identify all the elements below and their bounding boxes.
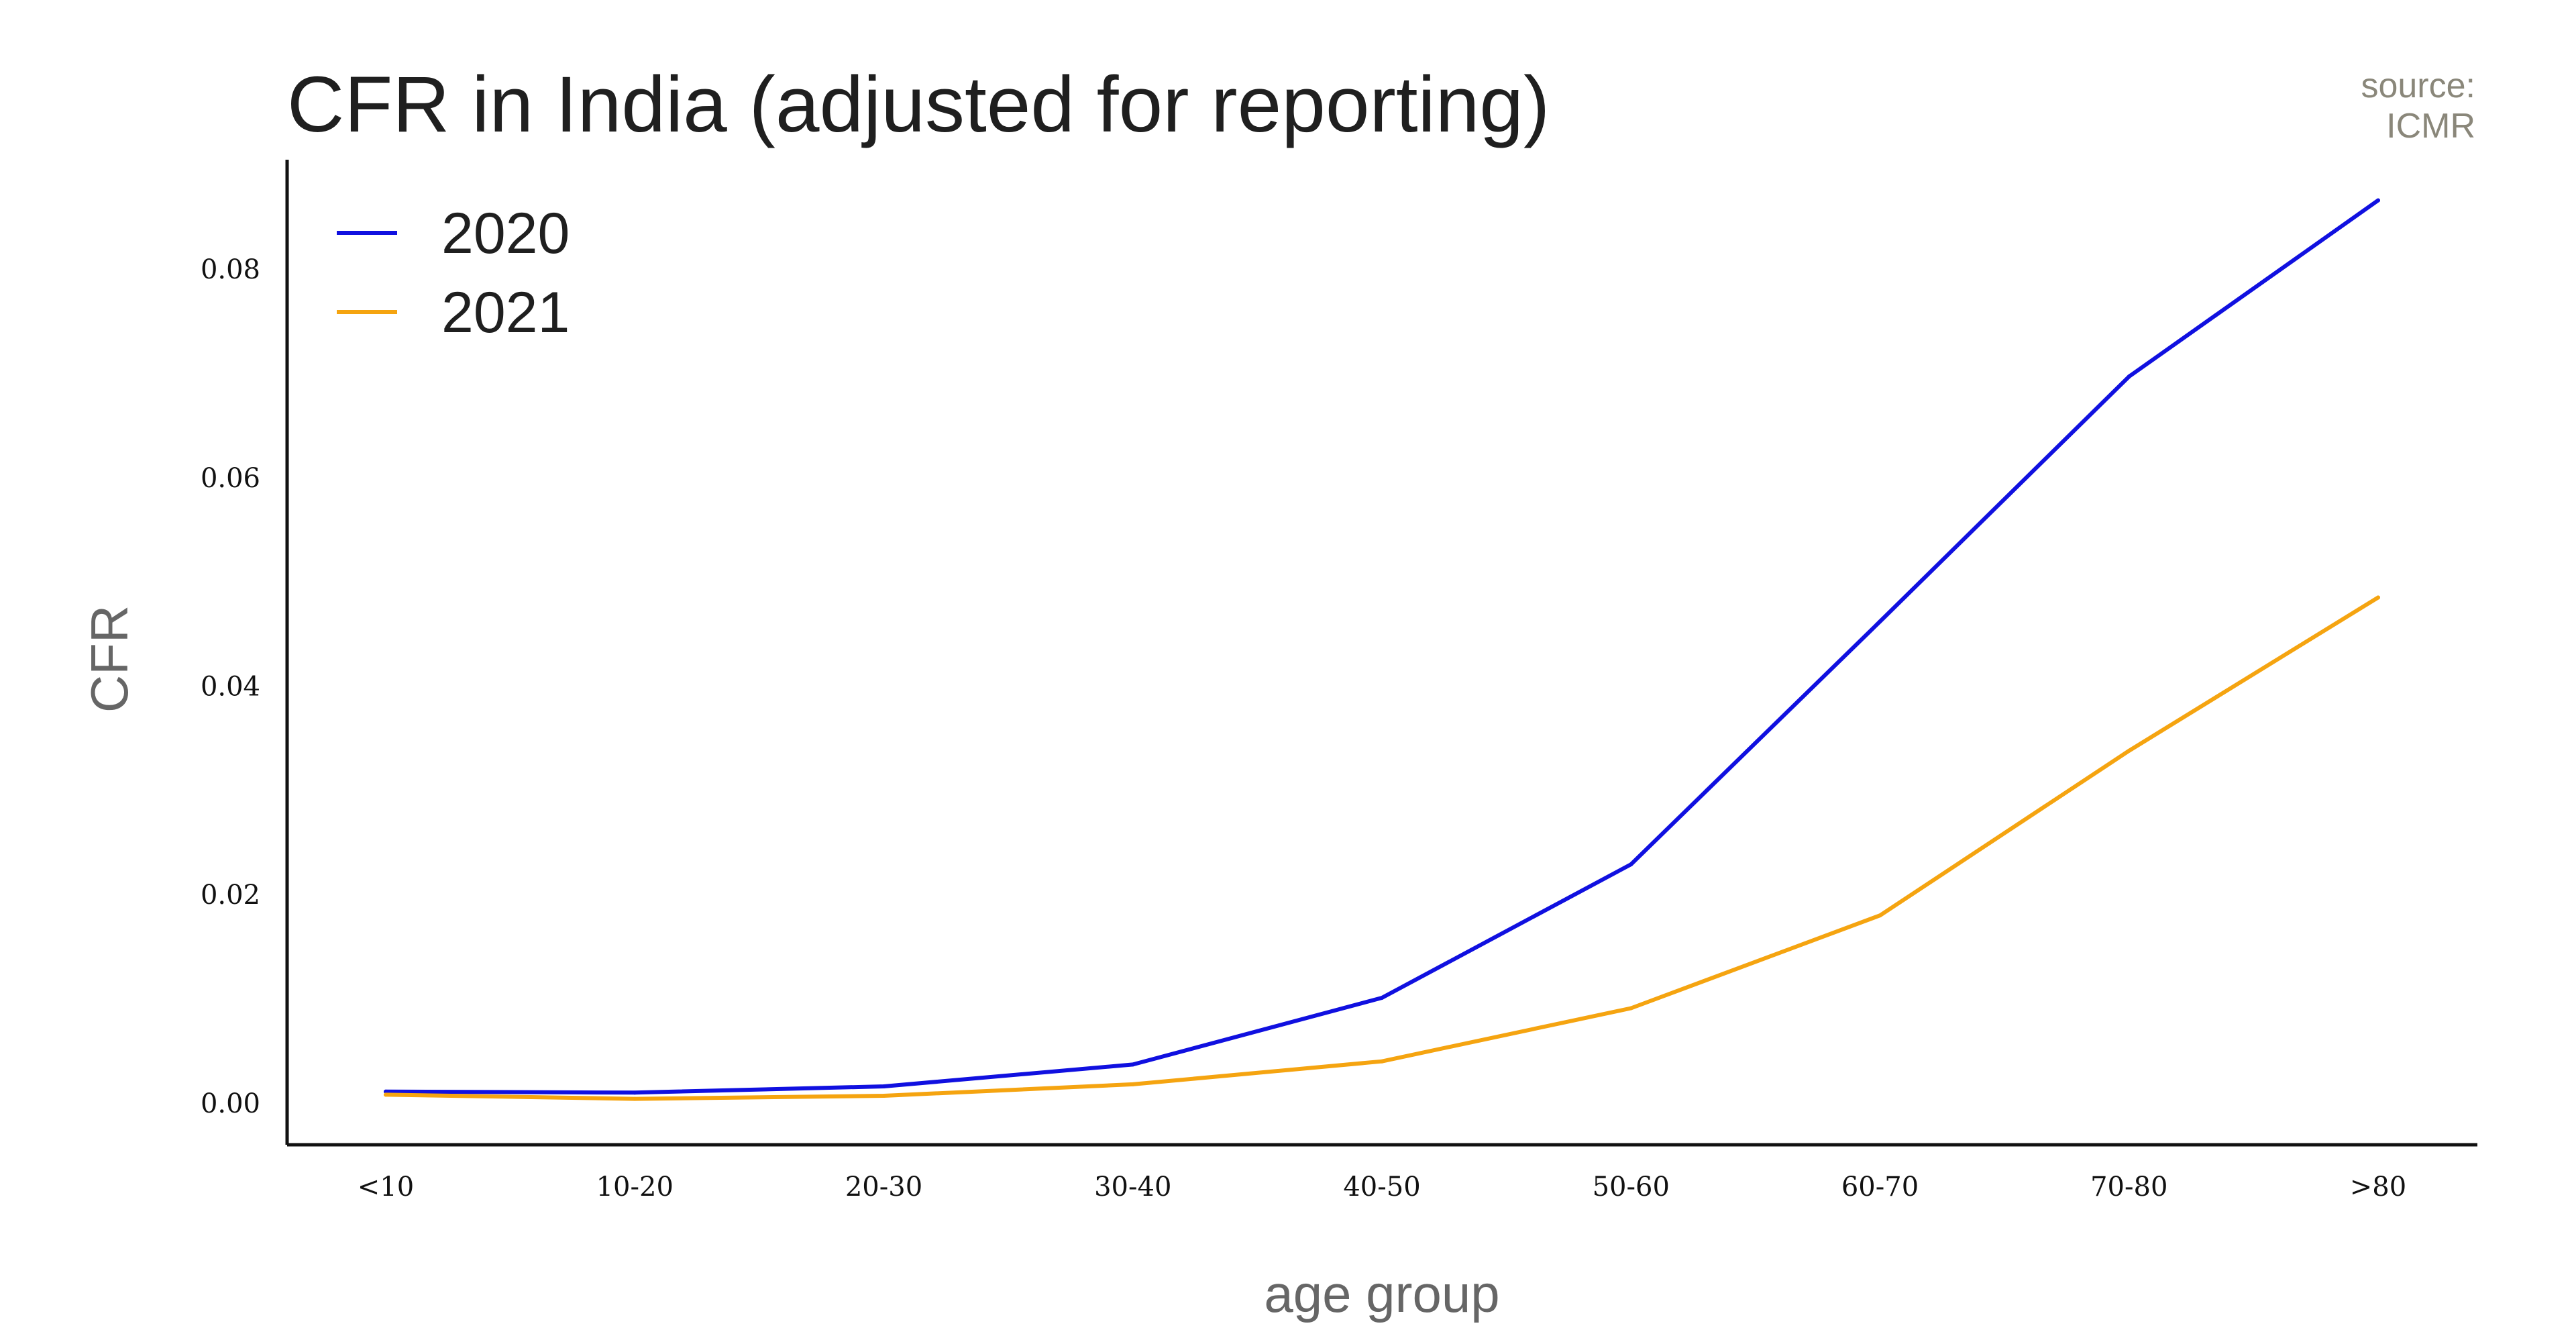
data-point-2021 <box>633 1096 637 1101</box>
x-tick-label: 60-70 <box>1841 1172 1919 1202</box>
y-tick-label: 0.00 <box>201 1088 260 1119</box>
legend-label-2021: 2021 <box>441 280 570 345</box>
data-point-2020 <box>1380 995 1384 1000</box>
data-point-2020 <box>1130 1062 1135 1067</box>
data-point-2020 <box>633 1090 637 1095</box>
x-tick-label: <10 <box>358 1172 414 1202</box>
data-point-2020 <box>384 1089 388 1094</box>
y-ticks: 0.00 0.02 0.04 0.06 0.08 <box>201 254 260 1119</box>
data-point-2020 <box>1629 862 1633 867</box>
x-tick-label: 70-80 <box>2090 1172 2167 1202</box>
series-line-2021 <box>384 595 2380 1101</box>
data-point-2021 <box>1878 913 1882 918</box>
x-tick-label: 10-20 <box>596 1172 674 1202</box>
data-point-2020 <box>1878 619 1882 624</box>
x-tick-label: 50-60 <box>1593 1172 1670 1202</box>
y-tick-label: 0.06 <box>201 463 260 494</box>
data-point-2020 <box>2376 198 2380 203</box>
legend-label-2020: 2020 <box>441 201 570 266</box>
data-point-2021 <box>2127 748 2131 753</box>
x-tick-label: 30-40 <box>1094 1172 1171 1202</box>
data-point-2021 <box>881 1093 886 1098</box>
data-point-2021 <box>2376 595 2380 600</box>
x-axis-label: age group <box>1264 1264 1499 1323</box>
series-lines <box>384 198 2380 1101</box>
x-tick-label: 40-50 <box>1343 1172 1420 1202</box>
x-tick-label: 20-30 <box>845 1172 922 1202</box>
y-tick-label: 0.02 <box>201 880 260 911</box>
data-point-2021 <box>1130 1082 1135 1086</box>
source-label: source: <box>2361 66 2475 105</box>
y-axis-label: CFR <box>80 605 139 713</box>
source-name: ICMR <box>2386 107 2475 146</box>
x-ticks: <10 10-20 20-30 30-40 40-50 50-60 60-70 70-80 >8… <box>358 1172 2406 1202</box>
x-tick-label: >80 <box>2350 1172 2406 1202</box>
chart-title: CFR in India (adjusted for reporting) <box>287 60 1550 149</box>
data-point-2021 <box>1629 1006 1633 1011</box>
y-tick-label: 0.04 <box>201 671 260 702</box>
series-line-2020 <box>384 198 2380 1095</box>
data-point-2020 <box>2127 374 2131 379</box>
data-point-2021 <box>1380 1059 1384 1064</box>
data-point-2020 <box>881 1084 886 1089</box>
legend: 2020 2021 <box>337 201 570 345</box>
data-point-2021 <box>384 1092 388 1097</box>
y-tick-label: 0.08 <box>201 254 260 285</box>
